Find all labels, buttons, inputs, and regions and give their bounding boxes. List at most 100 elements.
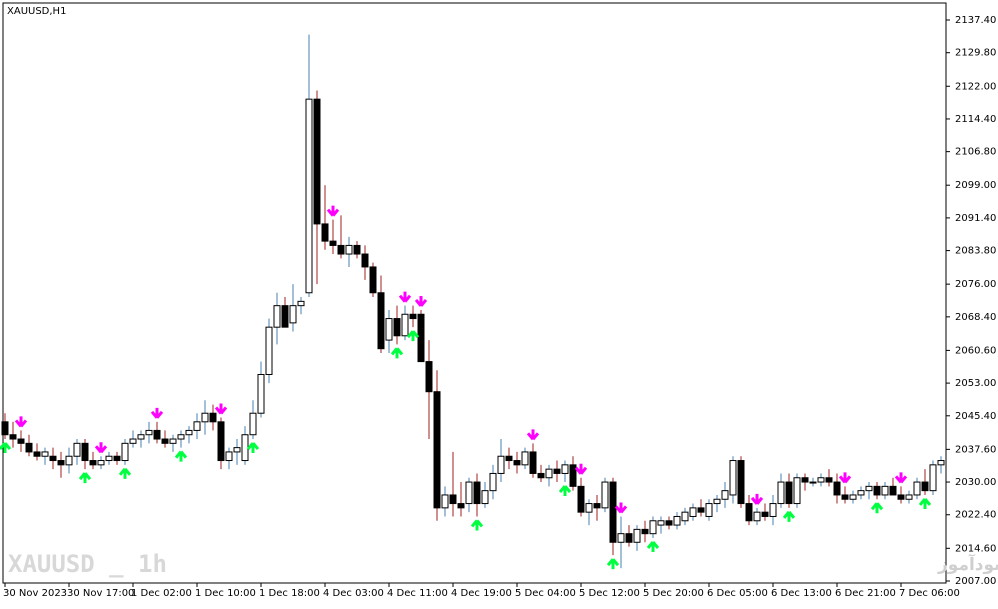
candle-body (513, 460, 521, 466)
candle-body (721, 490, 729, 500)
candle-body (777, 481, 785, 505)
sell-arrow (14, 416, 28, 428)
y-tick-label: 2022.40 (955, 510, 996, 521)
candle-body (737, 460, 745, 505)
candle-body (865, 485, 873, 492)
y-tick-label: 2045.40 (955, 411, 996, 422)
candle-body (113, 455, 121, 462)
y-tick-label: 2068.40 (955, 312, 996, 323)
candle-body (121, 442, 129, 462)
candle-body (241, 434, 249, 462)
candle-body (673, 515, 681, 526)
candle-body (457, 503, 465, 509)
sell-arrow (326, 205, 340, 217)
candle-body (1, 421, 9, 436)
buy-arrow (78, 472, 92, 484)
candle-body (689, 507, 697, 517)
candle-body (161, 438, 169, 444)
candle-body (433, 391, 441, 509)
candle-body (105, 455, 113, 462)
x-tick-label: 30 Nov 2023 (3, 588, 67, 599)
candle-body (497, 455, 505, 474)
buy-arrow (174, 450, 188, 462)
candle-body (441, 494, 449, 509)
candle-body (769, 503, 777, 517)
x-tick-label: 4 Dec 11:00 (387, 588, 448, 599)
candle-body (649, 520, 657, 535)
candle-body (729, 460, 737, 496)
sell-arrow (894, 472, 908, 484)
candle-body (233, 447, 241, 453)
candle-body (561, 464, 569, 474)
candle-body (177, 434, 185, 440)
candle-body (585, 503, 593, 513)
candle-body (489, 472, 497, 492)
chart-title: XAUUSD,H1 (7, 6, 66, 17)
candle-body (337, 244, 345, 255)
candle-body (897, 494, 905, 500)
buy-arrow (558, 485, 572, 497)
x-tick-label: 1 Dec 10:00 (195, 588, 256, 599)
candle-body (553, 468, 561, 474)
candle-body (609, 481, 617, 543)
buy-arrow (246, 442, 260, 454)
candle-body (25, 442, 33, 453)
candle-body (537, 472, 545, 479)
candle-body (753, 511, 761, 522)
candle-body (505, 455, 513, 462)
x-tick-label: 30 Nov 17:00 (67, 588, 134, 599)
candle-body (657, 520, 665, 526)
candle-body (409, 313, 417, 320)
candle-body (217, 421, 225, 462)
candle-body (225, 451, 233, 462)
candle-body (313, 98, 321, 225)
candle-body (321, 223, 329, 242)
candle-body (617, 533, 625, 543)
candle-body (825, 477, 833, 483)
candle-body (49, 455, 57, 462)
candle-body (385, 318, 393, 341)
candle-body (633, 528, 641, 543)
candle-body (681, 511, 689, 522)
x-tick-label: 1 Dec 18:00 (259, 588, 320, 599)
sell-arrow (414, 295, 428, 307)
candle-body (145, 429, 153, 436)
sell-arrow (614, 502, 628, 514)
candle-body (249, 412, 257, 436)
candle-body (265, 326, 273, 375)
sell-arrow (150, 407, 164, 419)
candle-body (81, 442, 89, 462)
candle-body (417, 313, 425, 363)
candle-body (809, 481, 817, 484)
candle-body (793, 477, 801, 505)
y-tick-label: 2007.00 (955, 576, 996, 587)
candle-body (881, 485, 889, 496)
y-tick-label: 2099.00 (955, 180, 996, 191)
candle-body (641, 528, 649, 535)
candle-body (393, 318, 401, 337)
candle-body (97, 460, 105, 466)
candle-body (577, 485, 585, 513)
candle-body (521, 451, 529, 466)
candle-body (57, 460, 65, 466)
sell-arrow (838, 472, 852, 484)
candle-body (257, 373, 265, 414)
candle-body (209, 412, 217, 423)
candle-body (569, 464, 577, 487)
candle-body (41, 451, 49, 457)
watermark: XAUUSD _ 1h (8, 550, 167, 578)
candle-body (937, 460, 945, 466)
candle-body (137, 434, 145, 440)
candle-body (193, 421, 201, 431)
y-tick-label: 2114.40 (955, 114, 996, 125)
y-tick-label: 2053.00 (955, 378, 996, 389)
y-tick-label: 2083.80 (955, 246, 996, 257)
candle-body (297, 300, 305, 307)
buy-arrow (918, 497, 932, 509)
y-tick-label: 2037.60 (955, 444, 996, 455)
candle-body (329, 240, 337, 246)
candle-body (481, 490, 489, 505)
candle-body (305, 98, 313, 294)
candle-body (545, 468, 553, 479)
candle-body (369, 266, 377, 294)
